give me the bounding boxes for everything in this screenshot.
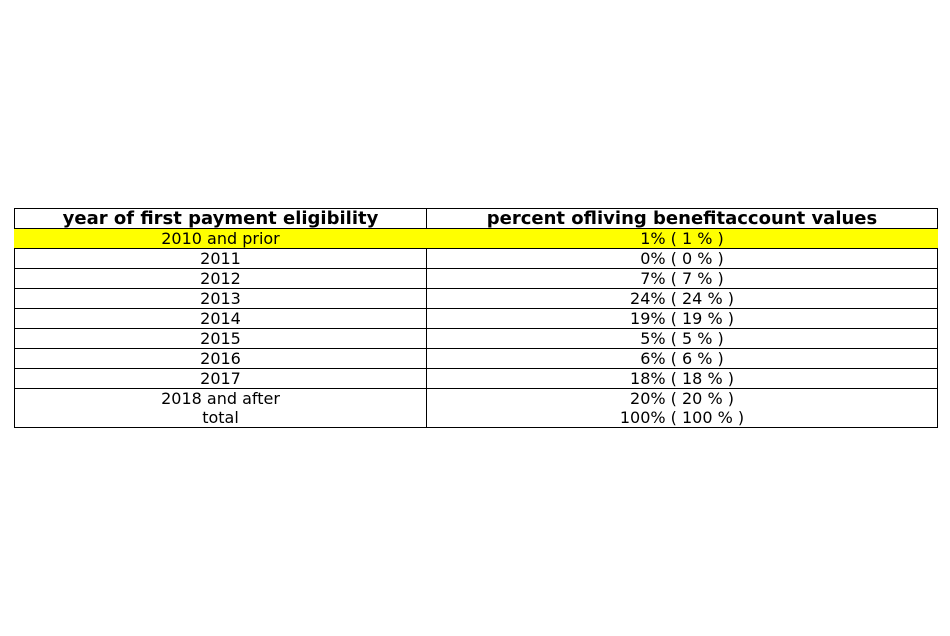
cell-percent: 100% ( 100 % ) — [426, 408, 938, 428]
table-row: 2015 5% ( 5 % ) — [14, 328, 938, 349]
cell-percent: 19% ( 19 % ) — [426, 308, 938, 329]
table-row: 2012 7% ( 7 % ) — [14, 268, 938, 289]
table-row: 2011 0% ( 0 % ) — [14, 248, 938, 269]
cell-percent: 18% ( 18 % ) — [426, 368, 938, 389]
table-row: 2014 19% ( 19 % ) — [14, 308, 938, 329]
cell-year: 2011 — [14, 248, 427, 269]
cell-year: 2017 — [14, 368, 427, 389]
table-row: 2016 6% ( 6 % ) — [14, 348, 938, 369]
cell-year: 2015 — [14, 328, 427, 349]
data-table: year of first payment eligibility percen… — [14, 208, 938, 428]
cell-year: 2016 — [14, 348, 427, 369]
table-header-row: year of first payment eligibility percen… — [14, 208, 938, 229]
table-row: 2013 24% ( 24 % ) — [14, 288, 938, 309]
table-body: 2010 and prior 1% ( 1 % ) 2011 0% ( 0 % ) 20… — [14, 228, 938, 428]
header-year: year of first payment eligibility — [14, 208, 427, 229]
cell-percent: 1% ( 1 % ) — [426, 228, 938, 249]
cell-percent: 24% ( 24 % ) — [426, 288, 938, 309]
cell-year: 2014 — [14, 308, 427, 329]
cell-percent: 6% ( 6 % ) — [426, 348, 938, 369]
cell-year: 2013 — [14, 288, 427, 309]
header-percent: percent ofliving benefitaccount values — [426, 208, 938, 229]
table-row: 2017 18% ( 18 % ) — [14, 368, 938, 389]
cell-percent: 5% ( 5 % ) — [426, 328, 938, 349]
cell-percent: 7% ( 7 % ) — [426, 268, 938, 289]
cell-year: 2018 and after — [14, 388, 427, 408]
cell-year: 2010 and prior — [14, 228, 427, 249]
table-row: total 100% ( 100 % ) — [14, 408, 938, 428]
cell-year: total — [14, 408, 427, 428]
data-table-container: year of first payment eligibility percen… — [14, 208, 938, 428]
cell-year: 2012 — [14, 268, 427, 289]
cell-percent: 0% ( 0 % ) — [426, 248, 938, 269]
cell-percent: 20% ( 20 % ) — [426, 388, 938, 408]
table-row: 2010 and prior 1% ( 1 % ) — [14, 228, 938, 249]
table-row: 2018 and after 20% ( 20 % ) — [14, 388, 938, 408]
